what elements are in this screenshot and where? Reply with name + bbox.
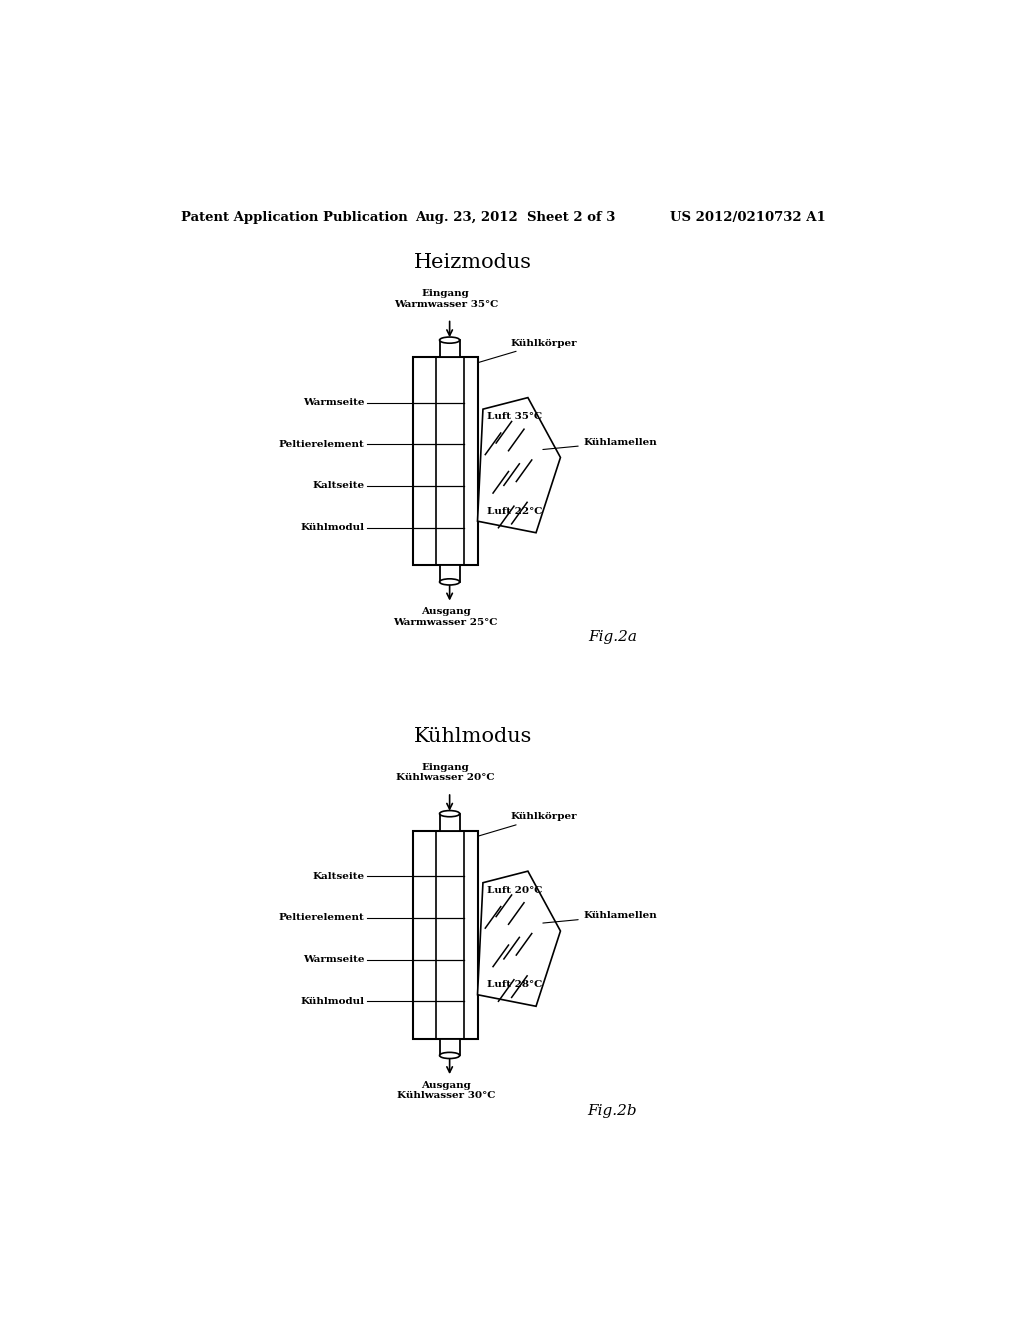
Text: Kühlmodul: Kühlmodul bbox=[300, 523, 365, 532]
Text: Kühlmodus: Kühlmodus bbox=[414, 726, 532, 746]
Ellipse shape bbox=[439, 810, 460, 817]
Text: Warmseite: Warmseite bbox=[303, 399, 365, 408]
Bar bbox=[439, 565, 460, 582]
Text: Kühlamellen: Kühlamellen bbox=[543, 437, 657, 450]
Text: Eingang
Warmwasser 35°C: Eingang Warmwasser 35°C bbox=[393, 289, 498, 309]
Text: Warmseite: Warmseite bbox=[303, 954, 365, 964]
Polygon shape bbox=[477, 397, 560, 533]
Bar bbox=[439, 341, 460, 358]
Text: Heizmodus: Heizmodus bbox=[414, 253, 531, 272]
Text: Luft 22°C: Luft 22°C bbox=[486, 507, 542, 516]
Text: US 2012/0210732 A1: US 2012/0210732 A1 bbox=[671, 211, 826, 224]
Text: Luft 35°C: Luft 35°C bbox=[486, 412, 542, 421]
Text: Ausgang
Warmwasser 25°C: Ausgang Warmwasser 25°C bbox=[393, 607, 498, 627]
Bar bbox=[414, 358, 477, 565]
Ellipse shape bbox=[439, 578, 460, 585]
Bar bbox=[439, 1039, 460, 1056]
Text: Kühlmodul: Kühlmodul bbox=[300, 997, 365, 1006]
Text: Eingang
Kühlwasser 20°C: Eingang Kühlwasser 20°C bbox=[396, 763, 495, 783]
Ellipse shape bbox=[439, 337, 460, 343]
Text: Peltierelement: Peltierelement bbox=[279, 913, 365, 923]
Text: Peltierelement: Peltierelement bbox=[279, 440, 365, 449]
Text: Fig.2a: Fig.2a bbox=[588, 631, 637, 644]
Text: Luft 28°C: Luft 28°C bbox=[486, 981, 542, 989]
Text: Aug. 23, 2012  Sheet 2 of 3: Aug. 23, 2012 Sheet 2 of 3 bbox=[415, 211, 615, 224]
Bar bbox=[414, 830, 477, 1039]
Text: Ausgang
Kühlwasser 30°C: Ausgang Kühlwasser 30°C bbox=[396, 1081, 495, 1101]
Text: Kühlamellen: Kühlamellen bbox=[543, 911, 657, 923]
Text: Fig.2b: Fig.2b bbox=[588, 1104, 637, 1118]
Text: Patent Application Publication: Patent Application Publication bbox=[180, 211, 408, 224]
Text: Luft 20°C: Luft 20°C bbox=[486, 886, 542, 895]
Text: Kühlkörper: Kühlkörper bbox=[478, 812, 577, 836]
Text: Kühlkörper: Kühlkörper bbox=[478, 339, 577, 363]
Ellipse shape bbox=[439, 1052, 460, 1059]
Text: Kaltseite: Kaltseite bbox=[312, 482, 365, 491]
Text: Kaltseite: Kaltseite bbox=[312, 871, 365, 880]
Polygon shape bbox=[477, 871, 560, 1006]
Bar bbox=[439, 813, 460, 830]
